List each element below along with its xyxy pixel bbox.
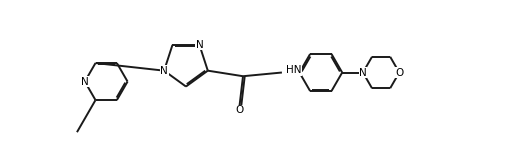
Text: HN: HN [285,65,301,76]
Text: N: N [160,66,168,76]
Text: N: N [81,77,89,87]
Text: O: O [395,67,404,78]
Text: O: O [235,105,244,115]
Text: N: N [196,40,203,50]
Text: N: N [359,67,367,78]
